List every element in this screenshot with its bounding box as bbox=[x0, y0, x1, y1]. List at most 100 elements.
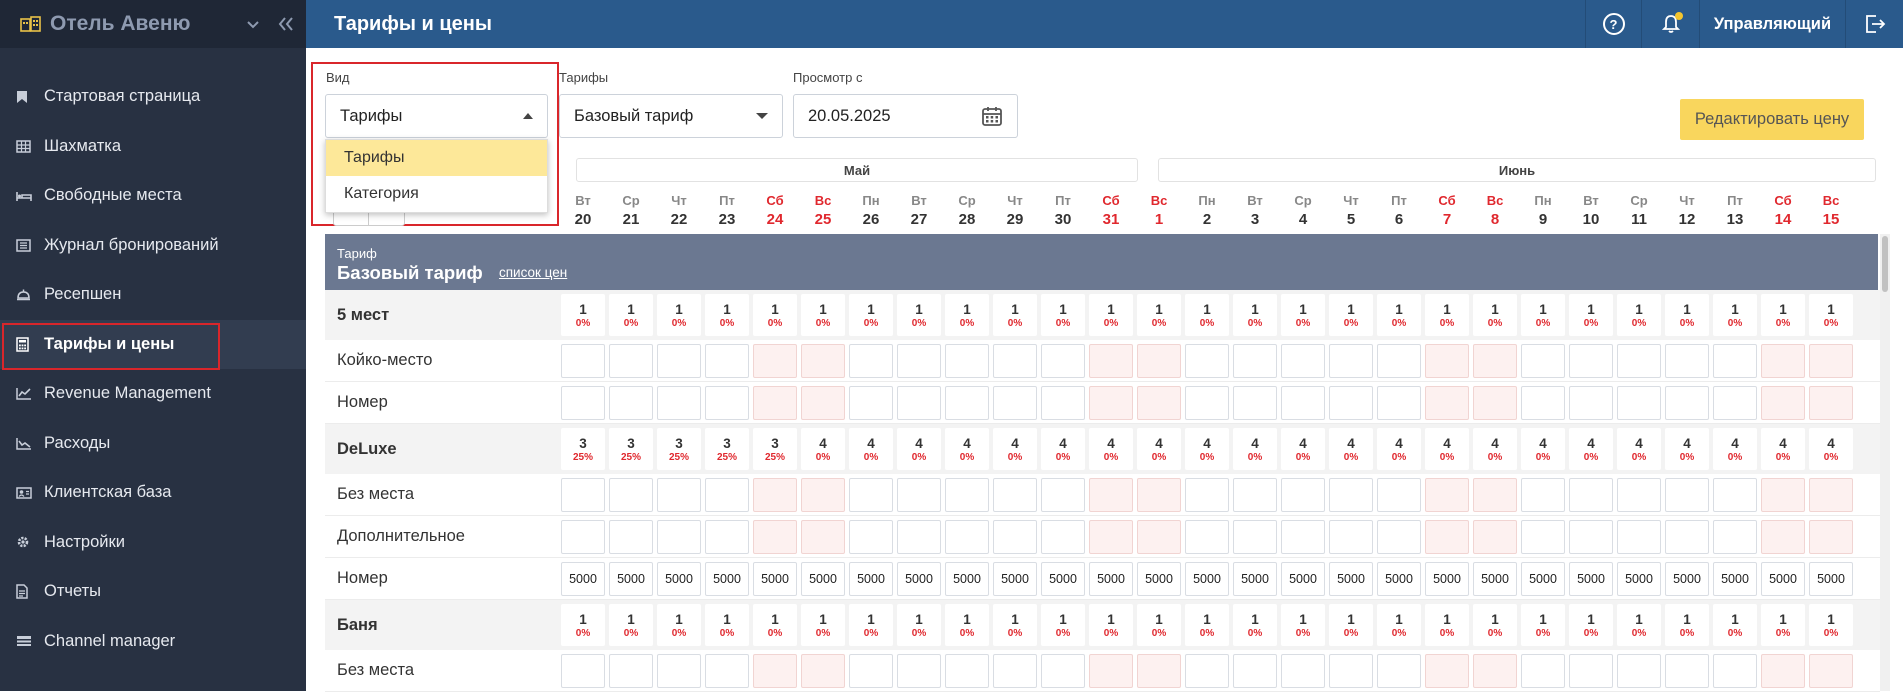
price-cell-empty[interactable] bbox=[1713, 344, 1757, 378]
price-cell-empty[interactable] bbox=[609, 478, 653, 512]
availability-cell[interactable]: 1 0% bbox=[561, 294, 605, 336]
price-cell-empty[interactable] bbox=[1185, 654, 1229, 688]
scrollbar-thumb[interactable] bbox=[1882, 236, 1888, 292]
sidebar-item-1[interactable]: Шахматка bbox=[0, 122, 306, 172]
price-cell-empty[interactable] bbox=[1425, 520, 1469, 554]
price-cell-empty[interactable] bbox=[1137, 654, 1181, 688]
price-cell-empty[interactable] bbox=[1761, 520, 1805, 554]
price-cell[interactable]: 5000 bbox=[1233, 562, 1277, 596]
price-cell-empty[interactable] bbox=[1761, 654, 1805, 688]
price-cell[interactable]: 5000 bbox=[1761, 562, 1805, 596]
price-cell-empty[interactable] bbox=[1089, 520, 1133, 554]
price-cell-empty[interactable] bbox=[561, 478, 605, 512]
availability-cell[interactable]: 1 0% bbox=[1617, 604, 1661, 646]
price-cell-empty[interactable] bbox=[1329, 520, 1373, 554]
price-cell-empty[interactable] bbox=[1377, 520, 1421, 554]
edit-price-button[interactable]: Редактировать цену bbox=[1680, 99, 1864, 140]
price-cell-empty[interactable] bbox=[1521, 478, 1565, 512]
price-cell-empty[interactable] bbox=[1617, 654, 1661, 688]
date-input[interactable]: 20.05.2025 bbox=[793, 94, 1018, 138]
price-cell-empty[interactable] bbox=[657, 478, 701, 512]
availability-cell[interactable]: 1 0% bbox=[657, 294, 701, 336]
price-cell-empty[interactable] bbox=[561, 344, 605, 378]
availability-cell[interactable]: 4 0% bbox=[1665, 428, 1709, 470]
price-cell-empty[interactable] bbox=[1617, 520, 1661, 554]
availability-cell[interactable]: 4 0% bbox=[993, 428, 1037, 470]
price-cell-empty[interactable] bbox=[1713, 478, 1757, 512]
price-cell-empty[interactable] bbox=[1617, 478, 1661, 512]
view-option-tariffs[interactable]: Тарифы bbox=[326, 140, 547, 176]
price-cell-empty[interactable] bbox=[1377, 654, 1421, 688]
availability-cell[interactable]: 1 0% bbox=[1809, 604, 1853, 646]
availability-cell[interactable]: 1 0% bbox=[1185, 604, 1229, 646]
price-cell-empty[interactable] bbox=[561, 654, 605, 688]
price-cell-empty[interactable] bbox=[897, 654, 941, 688]
availability-cell[interactable]: 1 0% bbox=[849, 294, 893, 336]
availability-cell[interactable]: 4 0% bbox=[897, 428, 941, 470]
availability-cell[interactable]: 1 0% bbox=[1521, 604, 1565, 646]
sidebar-item-3[interactable]: Журнал бронирований bbox=[0, 221, 306, 271]
price-cell-empty[interactable] bbox=[657, 520, 701, 554]
price-cell[interactable]: 5000 bbox=[801, 562, 845, 596]
price-cell-empty[interactable] bbox=[1281, 386, 1325, 420]
availability-cell[interactable]: 4 0% bbox=[849, 428, 893, 470]
availability-cell[interactable]: 1 0% bbox=[1089, 604, 1133, 646]
sidebar-item-2[interactable]: Свободные места bbox=[0, 171, 306, 221]
availability-cell[interactable]: 1 0% bbox=[1521, 294, 1565, 336]
price-cell-empty[interactable] bbox=[993, 520, 1037, 554]
price-cell-empty[interactable] bbox=[1809, 478, 1853, 512]
price-cell-empty[interactable] bbox=[1569, 654, 1613, 688]
price-cell-empty[interactable] bbox=[1041, 386, 1085, 420]
price-cell[interactable]: 5000 bbox=[897, 562, 941, 596]
price-cell[interactable]: 5000 bbox=[1713, 562, 1757, 596]
price-cell-empty[interactable] bbox=[1281, 478, 1325, 512]
price-cell-empty[interactable] bbox=[1569, 478, 1613, 512]
availability-cell[interactable]: 1 0% bbox=[609, 604, 653, 646]
price-cell-empty[interactable] bbox=[1233, 654, 1277, 688]
sidebar-item-9[interactable]: Настройки bbox=[0, 518, 306, 568]
view-option-category[interactable]: Категория bbox=[344, 185, 419, 202]
price-cell-empty[interactable] bbox=[1521, 520, 1565, 554]
availability-cell[interactable]: 1 0% bbox=[993, 604, 1037, 646]
availability-cell[interactable]: 1 0% bbox=[657, 604, 701, 646]
price-cell-empty[interactable] bbox=[993, 344, 1037, 378]
availability-cell[interactable]: 4 0% bbox=[1281, 428, 1325, 470]
availability-cell[interactable]: 4 0% bbox=[1329, 428, 1373, 470]
price-cell-empty[interactable] bbox=[1665, 654, 1709, 688]
price-cell[interactable]: 5000 bbox=[1425, 562, 1469, 596]
price-cell-empty[interactable] bbox=[1425, 386, 1469, 420]
price-cell[interactable]: 5000 bbox=[1329, 562, 1373, 596]
availability-cell[interactable]: 4 0% bbox=[1425, 428, 1469, 470]
availability-cell[interactable]: 1 0% bbox=[1281, 294, 1325, 336]
price-cell-empty[interactable] bbox=[1425, 344, 1469, 378]
price-list-link[interactable]: список цен bbox=[499, 265, 568, 280]
price-cell-empty[interactable] bbox=[1521, 386, 1565, 420]
notifications-button[interactable] bbox=[1641, 0, 1699, 48]
price-cell-empty[interactable] bbox=[1569, 344, 1613, 378]
availability-cell[interactable]: 1 0% bbox=[1281, 604, 1325, 646]
availability-cell[interactable]: 1 0% bbox=[1569, 604, 1613, 646]
availability-cell[interactable]: 4 0% bbox=[1089, 428, 1133, 470]
price-cell-empty[interactable] bbox=[1761, 386, 1805, 420]
price-cell-empty[interactable] bbox=[993, 386, 1037, 420]
price-cell-empty[interactable] bbox=[1473, 520, 1517, 554]
availability-cell[interactable]: 1 0% bbox=[1665, 294, 1709, 336]
price-cell-empty[interactable] bbox=[1617, 344, 1661, 378]
chevron-down-icon[interactable] bbox=[240, 17, 266, 32]
price-cell-empty[interactable] bbox=[1041, 520, 1085, 554]
price-cell[interactable]: 5000 bbox=[561, 562, 605, 596]
availability-cell[interactable]: 4 0% bbox=[1521, 428, 1565, 470]
availability-cell[interactable]: 1 0% bbox=[993, 294, 1037, 336]
price-cell-empty[interactable] bbox=[609, 654, 653, 688]
availability-cell[interactable]: 1 0% bbox=[1473, 604, 1517, 646]
price-cell-empty[interactable] bbox=[801, 344, 845, 378]
price-cell-empty[interactable] bbox=[1665, 520, 1709, 554]
price-cell-empty[interactable] bbox=[801, 520, 845, 554]
price-cell[interactable]: 5000 bbox=[1569, 562, 1613, 596]
price-cell-empty[interactable] bbox=[1761, 344, 1805, 378]
availability-cell[interactable]: 4 0% bbox=[801, 428, 845, 470]
availability-cell[interactable]: 4 0% bbox=[1473, 428, 1517, 470]
price-cell-empty[interactable] bbox=[1137, 386, 1181, 420]
price-cell-empty[interactable] bbox=[657, 344, 701, 378]
availability-cell[interactable]: 1 0% bbox=[1617, 294, 1661, 336]
